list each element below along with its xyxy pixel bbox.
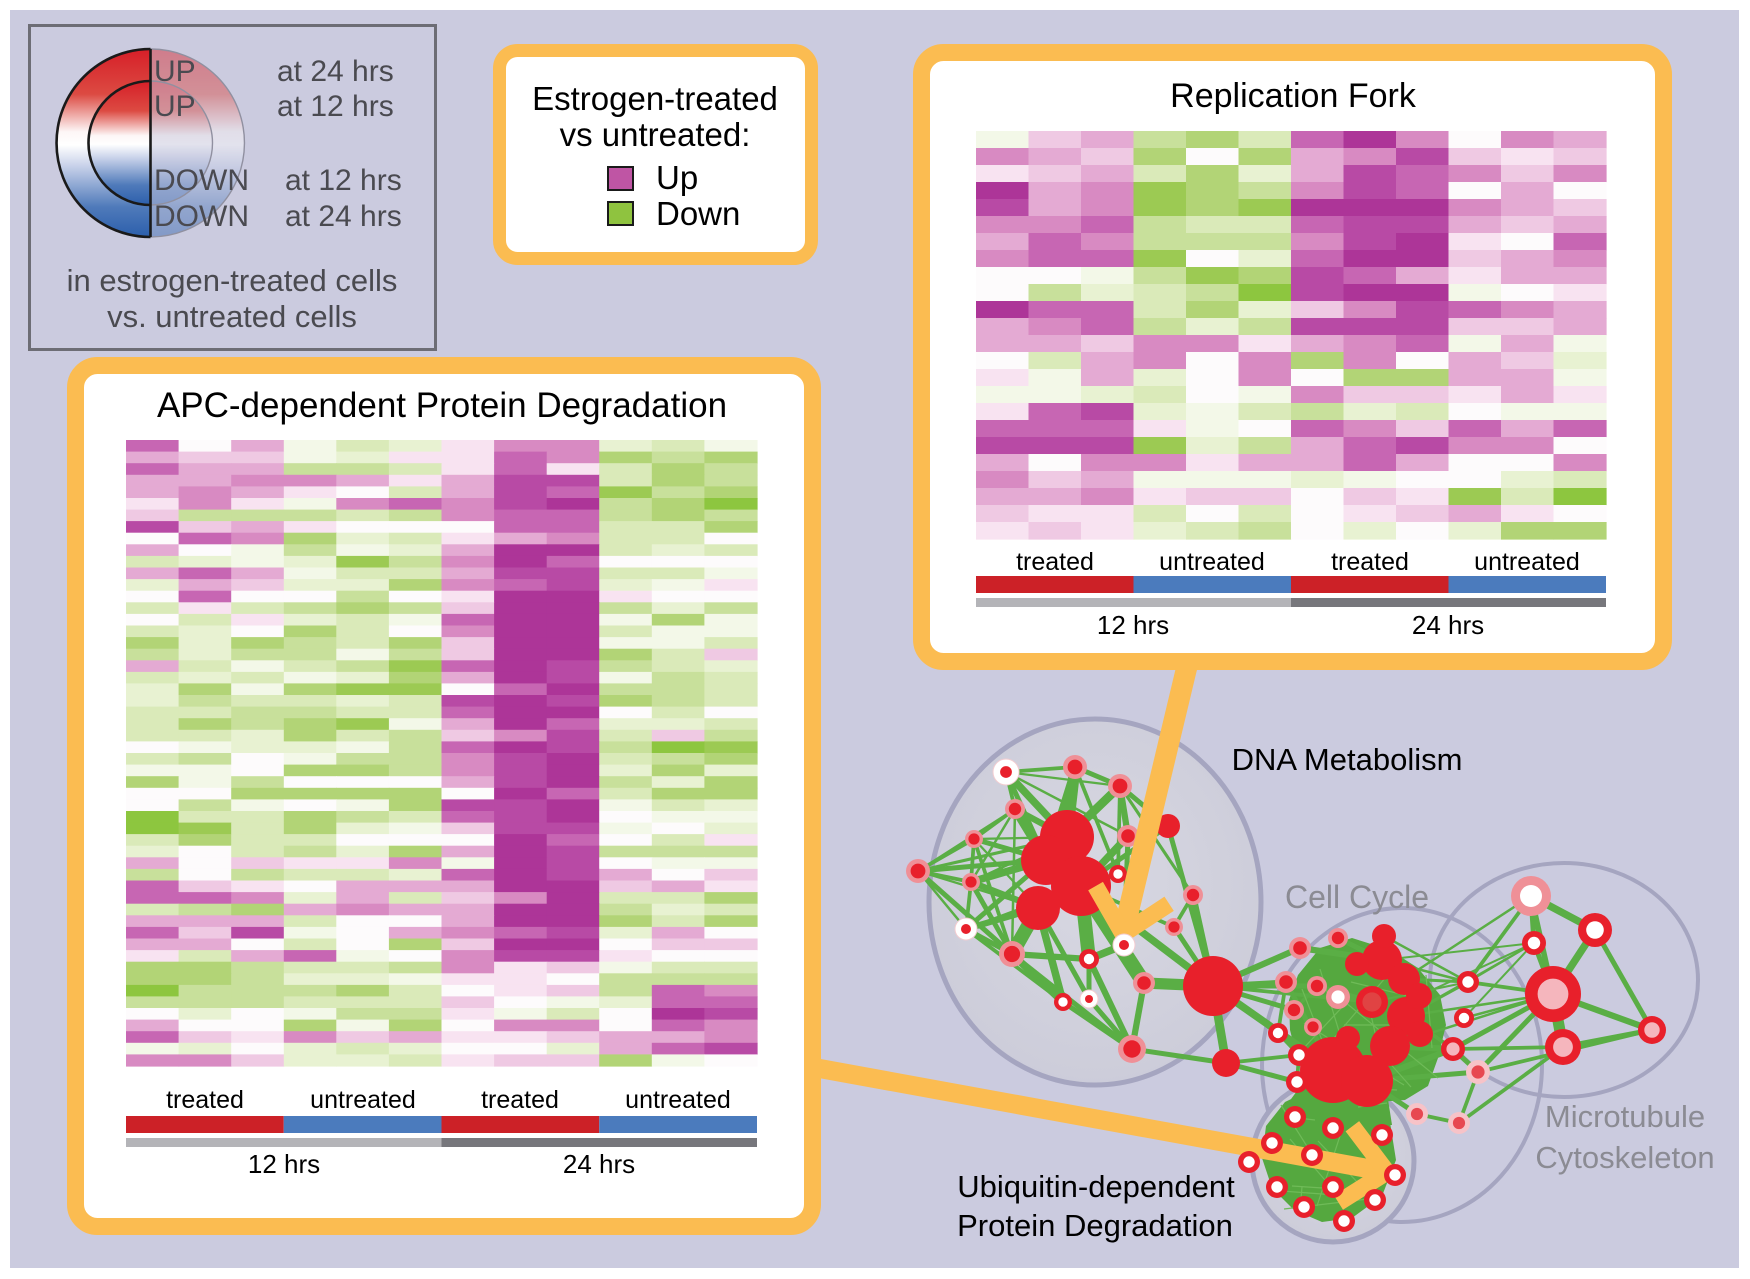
svg-text:24 hrs: 24 hrs xyxy=(563,1149,635,1179)
svg-text:12 hrs: 12 hrs xyxy=(248,1149,320,1179)
svg-text:treated: treated xyxy=(1016,548,1094,576)
svg-text:Microtubule: Microtubule xyxy=(1545,1099,1705,1134)
svg-text:treated: treated xyxy=(1331,548,1409,576)
svg-text:in estrogen-treated cells: in estrogen-treated cells xyxy=(67,263,398,298)
svg-text:vs. untreated cells: vs. untreated cells xyxy=(107,299,357,334)
svg-text:Protein Degradation: Protein Degradation xyxy=(957,1208,1233,1243)
svg-text:untreated: untreated xyxy=(310,1086,416,1114)
svg-text:at 12 hrs: at 12 hrs xyxy=(277,90,394,123)
svg-text:Down: Down xyxy=(656,195,740,232)
svg-text:Ubiquitin-dependent: Ubiquitin-dependent xyxy=(957,1169,1235,1204)
svg-text:vs untreated:: vs untreated: xyxy=(560,116,751,153)
svg-text:Replication Fork: Replication Fork xyxy=(1170,77,1417,115)
svg-text:treated: treated xyxy=(481,1086,559,1114)
svg-text:Estrogen-treated: Estrogen-treated xyxy=(532,80,778,117)
svg-text:untreated: untreated xyxy=(625,1086,731,1114)
svg-text:12 hrs: 12 hrs xyxy=(1097,610,1169,640)
svg-text:Cytoskeleton: Cytoskeleton xyxy=(1535,1140,1714,1175)
svg-text:DOWN: DOWN xyxy=(154,164,249,197)
svg-text:24 hrs: 24 hrs xyxy=(1412,610,1484,640)
svg-text:at 24 hrs: at 24 hrs xyxy=(277,55,394,88)
svg-text:Up: Up xyxy=(656,159,698,196)
svg-text:DOWN: DOWN xyxy=(154,200,249,233)
svg-text:at 12 hrs: at 12 hrs xyxy=(285,164,402,197)
svg-text:untreated: untreated xyxy=(1159,548,1265,576)
svg-text:treated: treated xyxy=(166,1086,244,1114)
svg-text:APC-dependent Protein Degradat: APC-dependent Protein Degradation xyxy=(157,386,727,425)
svg-text:Cell Cycle: Cell Cycle xyxy=(1285,879,1429,915)
svg-text:UP: UP xyxy=(154,55,196,88)
svg-text:untreated: untreated xyxy=(1474,548,1580,576)
svg-text:DNA Metabolism: DNA Metabolism xyxy=(1232,742,1463,777)
svg-text:at 24 hrs: at 24 hrs xyxy=(285,200,402,233)
svg-text:UP: UP xyxy=(154,90,196,123)
